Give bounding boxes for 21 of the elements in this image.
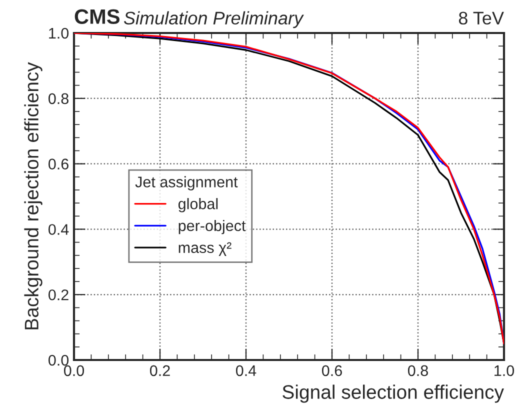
y-tick-label: 0.6: [48, 158, 68, 170]
x-tick-label: 0.8: [408, 365, 428, 376]
x-axis-title: Signal selection efficiency: [282, 384, 504, 403]
text: 8 TeV: [458, 12, 504, 25]
legend-label: global: [178, 198, 218, 212]
y-tick-label: 0.4: [48, 224, 69, 235]
legend-label: per-object: [178, 220, 246, 234]
y-axis-title: Background rejection efficiency: [24, 62, 42, 330]
y-tick-label: 0.8: [48, 93, 68, 104]
x-tick-label: 0.2: [150, 365, 170, 376]
x-tick-label: 0.4: [236, 365, 256, 376]
y-tick-label: 0.0: [48, 354, 69, 366]
x-tick-label: 0.0: [64, 365, 84, 376]
y-tick-label: 1.0: [49, 28, 69, 39]
x-tick-label: 0.6: [322, 365, 342, 376]
chart-subtitle: Simulation Preliminary: [124, 11, 304, 28]
x-tick-label: 1.0: [494, 365, 514, 376]
y-tick-label: 0.2: [48, 289, 68, 300]
legend-label: mass χ²: [178, 242, 232, 256]
legend-title: Jet assignment: [135, 176, 238, 190]
chart-title: CMS: [74, 9, 120, 24]
